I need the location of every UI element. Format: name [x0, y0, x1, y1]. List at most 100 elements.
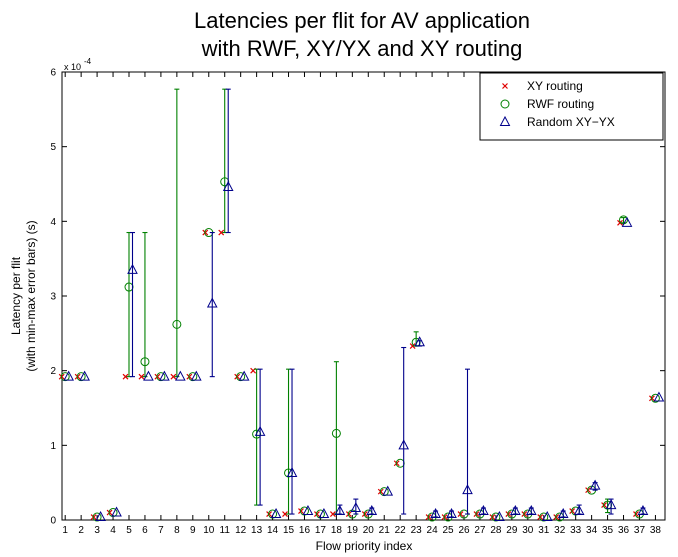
data-point: [541, 510, 553, 522]
data-point: [127, 263, 138, 274]
data-point: [254, 425, 266, 436]
legend-item: XY routing: [502, 79, 583, 93]
x-tick-label: 25: [442, 525, 454, 536]
x-tick-label: 27: [474, 525, 486, 536]
data-point: [222, 180, 234, 191]
y-tick-label: 0: [50, 516, 56, 527]
data-point: [206, 297, 218, 308]
x-tick-label: 6: [142, 525, 148, 536]
y-scale-factor: x 10 -4: [64, 57, 92, 72]
marker-stroke: [138, 373, 145, 380]
x-tick-label: 33: [570, 525, 582, 536]
y-axis-label-line-2: (with min-max error bars) (s): [24, 220, 38, 371]
data-point: [329, 511, 336, 517]
data-point: [302, 504, 314, 516]
marker-stroke: [218, 229, 225, 236]
x-tick-label: 16: [299, 525, 311, 536]
legend-label: XY routing: [527, 79, 583, 93]
data-point: [218, 229, 225, 236]
x-tick-label: 35: [602, 525, 614, 536]
y-tick-label: 5: [50, 142, 56, 153]
marker-stroke: [502, 83, 508, 89]
x-tick-label: 21: [379, 525, 391, 536]
x-tick-label: 38: [650, 525, 662, 536]
x-tick-label: 11: [220, 525, 231, 536]
data-point: [143, 370, 154, 381]
y-tick-label: 3: [50, 292, 56, 303]
x-axis: 1 2 3 4 5 6 7 8 9 10 11 12 13 14 15 16 17 18 19 20 21 22 23 24 2…: [62, 72, 661, 536]
legend-label: RWF routing: [527, 97, 594, 111]
data-marks: [58, 88, 665, 522]
series-0: [58, 219, 655, 520]
data-point: [589, 479, 601, 490]
x-tick-label: 15: [283, 525, 295, 536]
y-tick-label: 6: [50, 68, 56, 79]
x-tick-label: 34: [586, 525, 598, 536]
data-point: [637, 504, 649, 516]
data-point: [95, 510, 106, 522]
x-tick-label: 24: [427, 525, 439, 536]
chart-title-line-1: Latencies per flit for AV application: [194, 8, 530, 33]
legend-marker: [502, 83, 508, 89]
data-point: [605, 498, 617, 510]
data-point: [334, 504, 346, 516]
data-point: [159, 370, 170, 381]
x-tick-label: 31: [538, 525, 550, 536]
data-point: [653, 391, 665, 402]
y-tick-label: 2: [50, 366, 56, 377]
x-tick-label: 1: [62, 525, 68, 536]
x-tick-label: 7: [158, 525, 164, 536]
y-tick-label: 1: [50, 441, 56, 452]
data-point: [170, 373, 177, 380]
x-tick-label: 9: [190, 525, 196, 536]
x-tick-label: 36: [618, 525, 630, 536]
x-tick-label: 5: [126, 525, 132, 536]
data-point: [462, 484, 473, 495]
legend-marker: [499, 115, 511, 126]
data-point: [557, 507, 569, 519]
data-point: [621, 216, 633, 227]
data-point: [299, 506, 309, 516]
data-point: [140, 357, 150, 367]
legend-label: Random XY−YX: [527, 115, 615, 129]
x-tick-label: 29: [506, 525, 518, 536]
marker-stroke: [282, 511, 288, 517]
data-point: [510, 504, 521, 516]
data-point: [494, 510, 505, 522]
data-point: [650, 393, 660, 403]
x-tick-label: 13: [251, 525, 263, 536]
x-tick-label: 8: [174, 525, 180, 536]
x-tick-label: 37: [634, 525, 646, 536]
x-tick-label: 12: [235, 525, 247, 536]
data-point: [478, 504, 489, 516]
legend-box: [479, 72, 664, 141]
data-point: [138, 373, 145, 380]
legend-item: Random XY−YX: [499, 115, 615, 129]
x-tick-label: 32: [554, 525, 566, 536]
data-point: [282, 511, 288, 517]
data-point: [286, 466, 298, 477]
data-point: [617, 219, 623, 226]
series-2: [63, 88, 665, 522]
marker-stroke: [122, 373, 129, 380]
marker-stroke: [170, 373, 177, 380]
y-axis: 0 1 2 3 4 5 6: [50, 68, 665, 527]
y-scale-exponent: -4: [84, 57, 92, 66]
data-point: [525, 504, 537, 516]
data-point: [111, 506, 122, 517]
marker-stroke: [617, 219, 623, 226]
x-tick-label: 17: [315, 525, 327, 536]
marker-stroke: [329, 511, 336, 517]
series-1: [60, 88, 660, 522]
data-point: [409, 343, 416, 349]
y-tick-label: 4: [50, 217, 56, 228]
y-axis-label-line-1: Latency per flit: [9, 256, 23, 335]
legend-marker: [500, 99, 510, 109]
data-point: [238, 370, 250, 381]
data-point: [573, 504, 585, 516]
data-point: [382, 485, 394, 496]
data-point: [122, 373, 129, 380]
x-tick-label: 14: [267, 525, 279, 536]
data-point: [430, 507, 441, 519]
